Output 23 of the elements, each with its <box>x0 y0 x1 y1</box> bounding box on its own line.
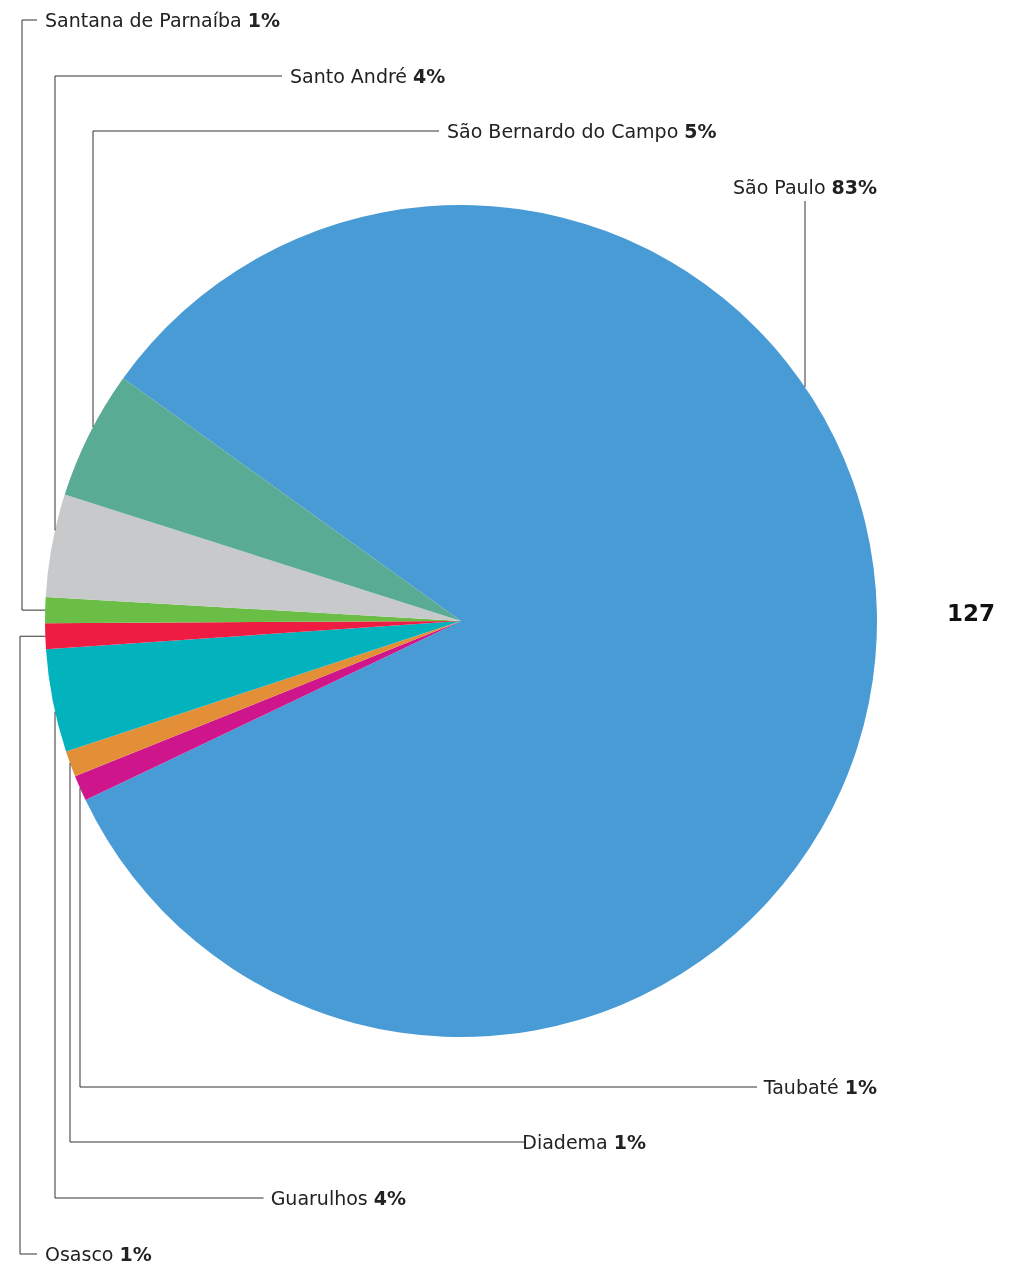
slice-label: Santana de Parnaíba <box>45 9 242 31</box>
pie-slice <box>64 378 461 621</box>
slice-label: Taubaté <box>762 1076 839 1098</box>
slice-label: Diadema <box>522 1131 608 1153</box>
data-label: 1% <box>119 1243 152 1265</box>
text: 127 <box>946 600 995 626</box>
pie-slice <box>45 621 461 752</box>
pie-slice <box>45 494 461 621</box>
data-label: 5% <box>684 120 717 142</box>
pie-slice <box>66 621 461 777</box>
slice-label: São Bernardo do Campo <box>447 120 679 142</box>
data-label: 4% <box>413 65 446 87</box>
data-label: 1% <box>613 1131 646 1153</box>
data-label: 83% <box>831 176 877 198</box>
pie-slice <box>85 205 877 1037</box>
pie-slice <box>75 621 461 801</box>
data-label: 4% <box>373 1187 406 1209</box>
data-label: 1% <box>844 1076 877 1098</box>
slice-label: São Paulo <box>732 176 826 198</box>
slice-label: Osasco <box>45 1243 114 1265</box>
slice-label: Santo André <box>290 65 408 87</box>
data-label: 1% <box>247 9 281 31</box>
slice-label: Guarulhos <box>270 1187 368 1209</box>
